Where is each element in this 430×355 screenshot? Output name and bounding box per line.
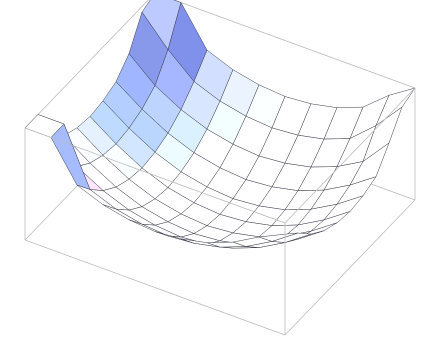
box-edge	[284, 199, 416, 336]
surface	[24, 0, 416, 249]
box-edge	[172, 0, 416, 89]
box-edge	[24, 0, 149, 129]
box-edge	[284, 87, 416, 224]
box-edge	[24, 127, 286, 224]
box-front	[24, 87, 416, 336]
surface-patch	[258, 232, 299, 242]
box-edge	[24, 239, 286, 336]
